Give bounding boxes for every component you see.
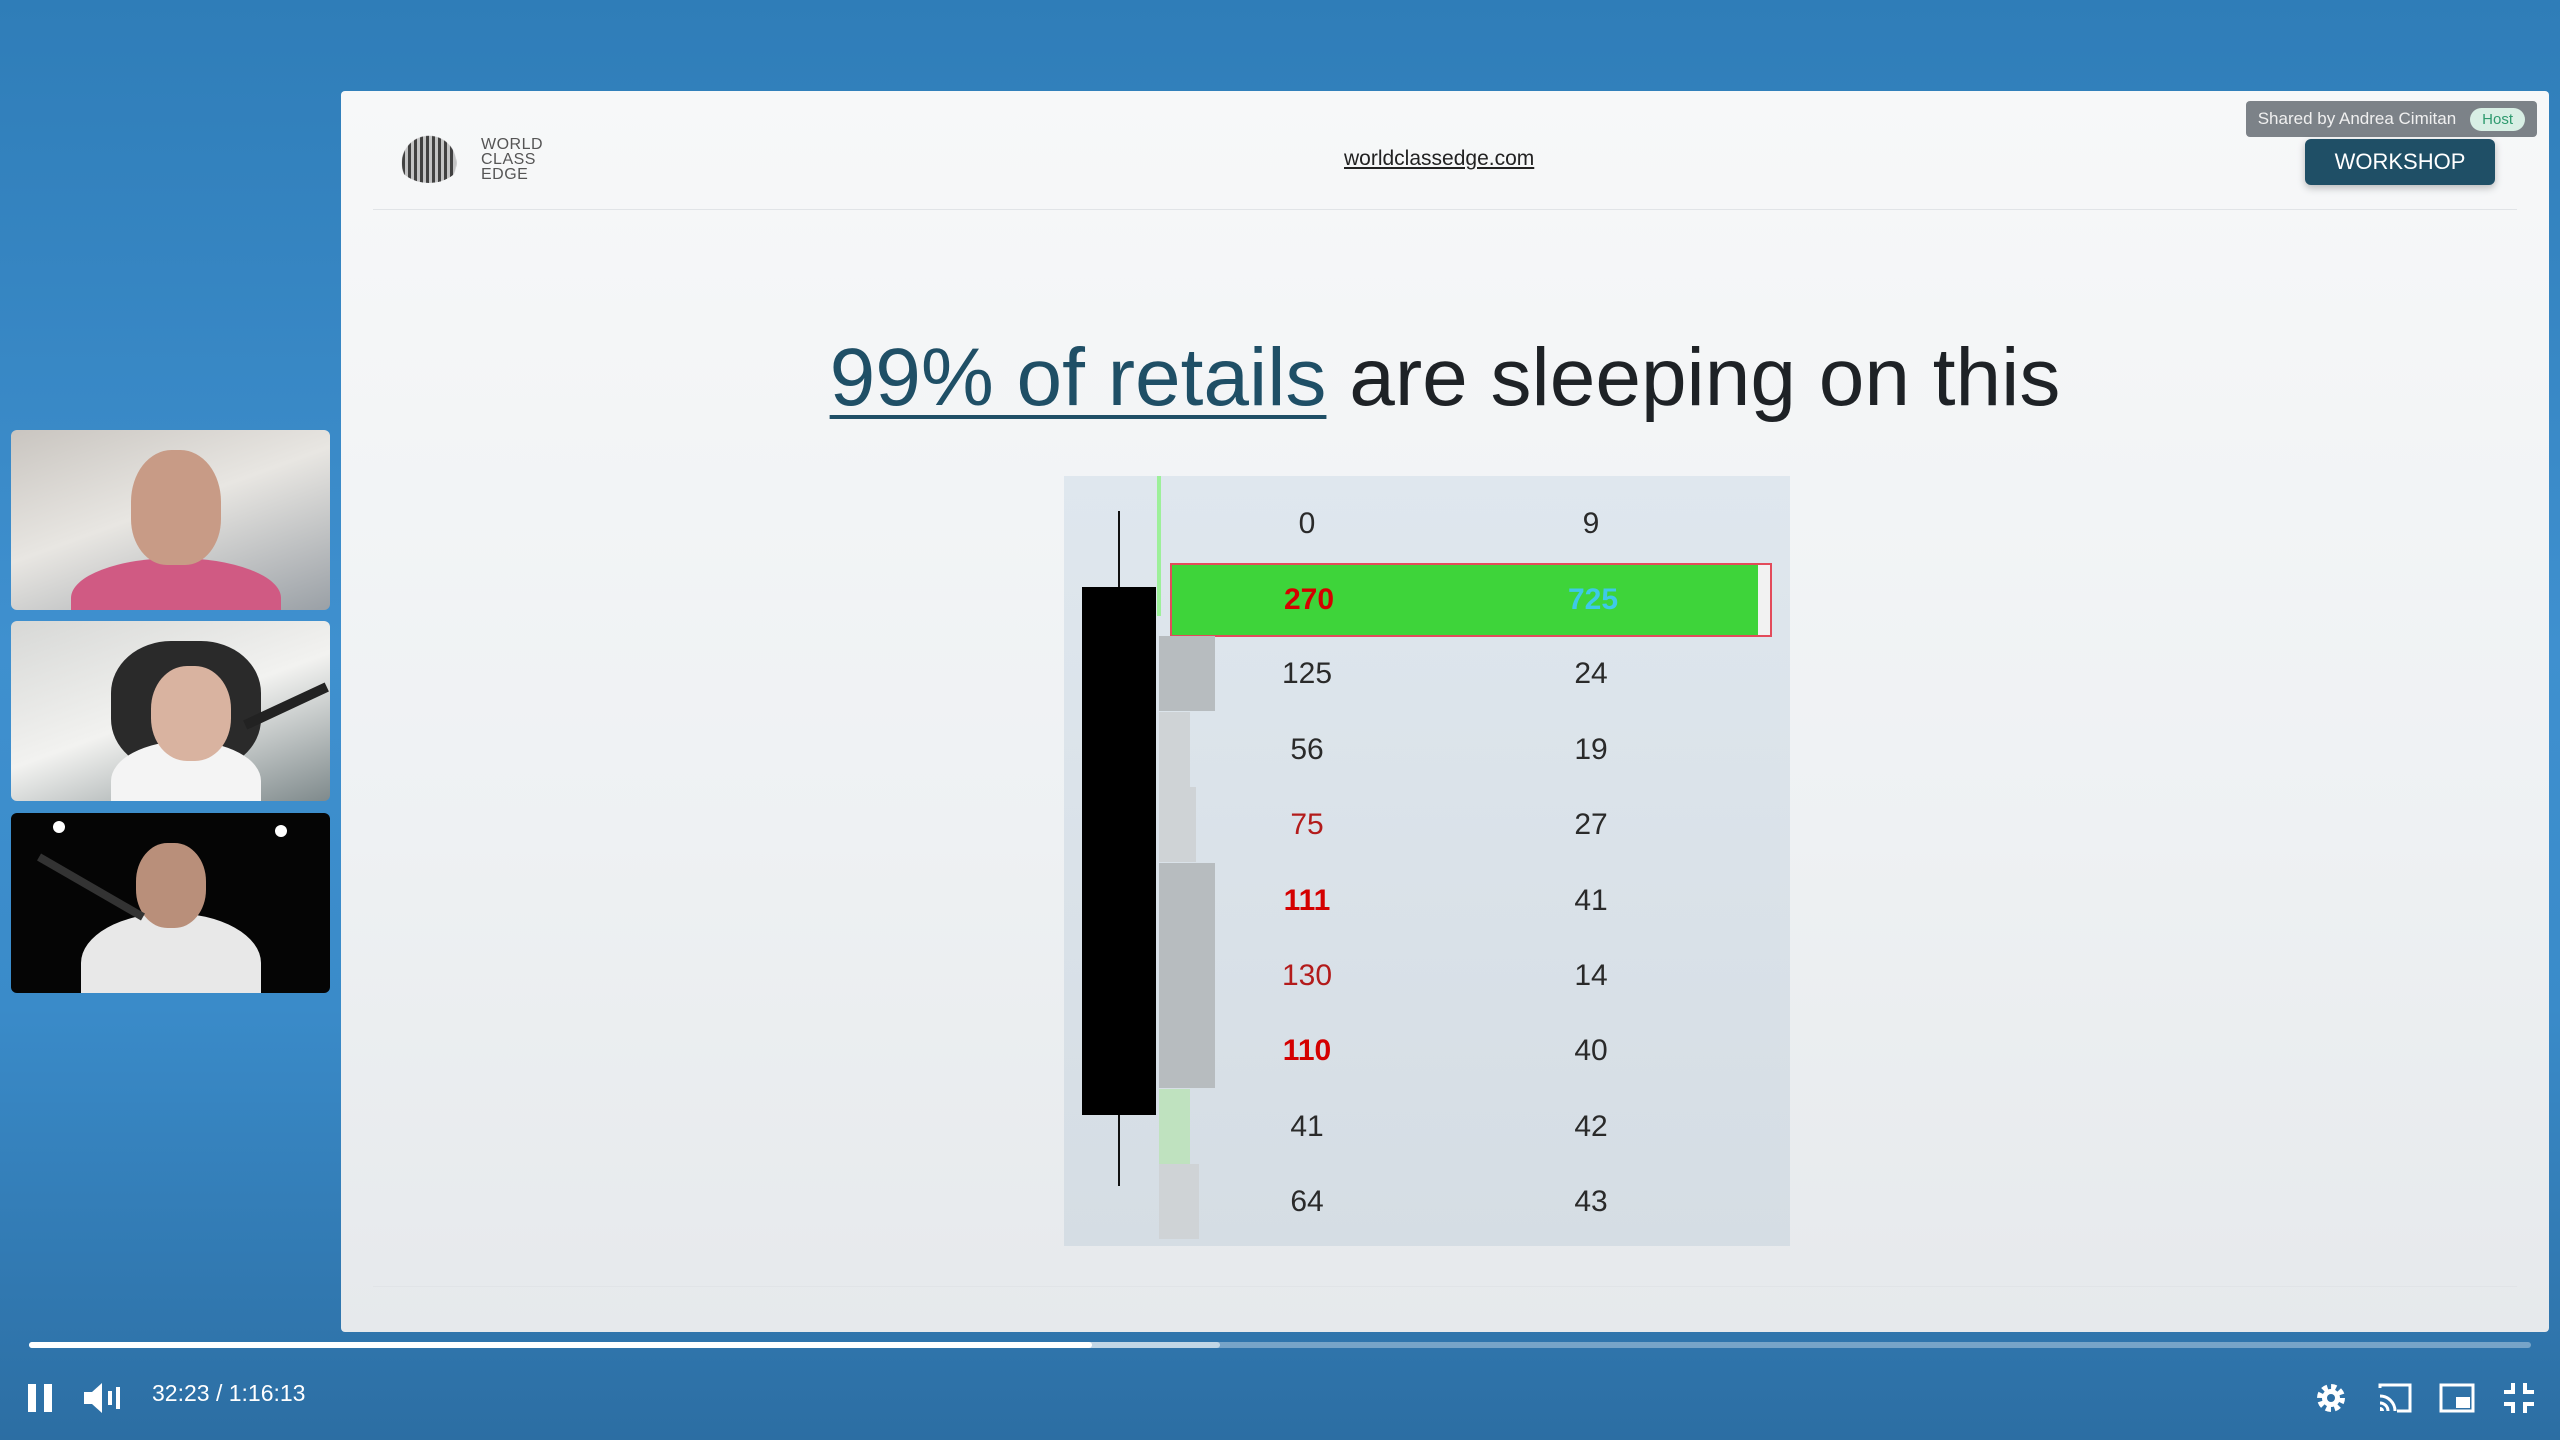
volume-icon — [84, 1383, 120, 1413]
footer-divider — [373, 1286, 2517, 1287]
ask-volume: 43 — [1574, 1185, 1608, 1219]
logo-line: EDGE — [481, 166, 529, 183]
microphone-arm — [37, 853, 145, 921]
ask-volume: 14 — [1574, 959, 1608, 992]
participant-head — [136, 843, 206, 928]
studio-light — [275, 825, 287, 837]
ask-volume: 40 — [1574, 1034, 1608, 1068]
current-time: 32:23 — [152, 1380, 210, 1406]
logo-line: CLASS — [481, 151, 536, 168]
current-bar-marker — [1157, 476, 1161, 616]
bid-volume: 111 — [1283, 883, 1331, 917]
volume-bar — [1159, 636, 1215, 712]
volume-button[interactable] — [80, 1370, 128, 1426]
ask-volume: 42 — [1574, 1109, 1608, 1143]
participant-head — [151, 666, 231, 761]
participant-body — [71, 558, 281, 610]
duration: 1:16:13 — [228, 1380, 306, 1406]
logo-line: WORLD — [481, 136, 544, 153]
pause-icon — [28, 1384, 52, 1412]
footprint-row: 41 42 — [1159, 1088, 1779, 1164]
bid-volume: 125 — [1281, 657, 1333, 691]
participant-head — [131, 450, 221, 565]
volume-bar — [1159, 1013, 1215, 1089]
footprint-row: 75 27 — [1159, 787, 1779, 863]
miniplayer-icon — [2439, 1383, 2475, 1413]
highlight-edge — [1758, 565, 1770, 635]
bid-volume: 56 — [1290, 732, 1324, 766]
workshop-button[interactable]: WORKSHOP — [2305, 139, 2495, 185]
bid-volume: 75 — [1290, 808, 1324, 842]
headline-rest: are sleeping on this — [1326, 332, 2061, 423]
footprint-header-cell: 0 — [1298, 507, 1316, 540]
ask-volume: 41 — [1574, 883, 1608, 917]
bid-volume: 41 — [1290, 1109, 1324, 1143]
volume-bar — [1159, 862, 1215, 938]
cast-icon — [2378, 1383, 2412, 1413]
progress-played — [29, 1342, 1093, 1348]
time-separator: / — [215, 1380, 223, 1406]
settings-button[interactable] — [2306, 1370, 2356, 1426]
time-display: 32:23 / 1:16:13 — [152, 1380, 305, 1407]
volume-bar — [1159, 711, 1190, 787]
slide-headline: 99% of retails are sleeping on this — [341, 331, 2549, 425]
pause-button[interactable] — [18, 1370, 62, 1426]
host-badge: Host — [2470, 107, 2525, 131]
volume-bar — [1159, 787, 1196, 863]
bid-volume: 270 — [1283, 583, 1335, 616]
footprint-row: 64 43 — [1159, 1164, 1779, 1240]
volume-bar — [1159, 1088, 1190, 1164]
ask-volume: 725 — [1567, 583, 1619, 616]
footprint-row-highlighted: 270 725 — [1170, 563, 1772, 637]
shared-screen-slide: WORLD CLASS EDGE worldclassedge.com Shar… — [341, 91, 2549, 1332]
participant-video-3[interactable] — [11, 813, 330, 993]
participant-video-1[interactable] — [11, 430, 330, 610]
footprint-row: 125 24 — [1159, 636, 1779, 712]
bid-volume: 64 — [1290, 1185, 1324, 1219]
footprint-row: 130 14 — [1159, 938, 1779, 1013]
studio-light — [53, 821, 65, 833]
progress-bar[interactable] — [29, 1342, 2531, 1348]
headline-highlight: 99% of retails — [829, 332, 1327, 423]
ask-volume: 24 — [1574, 657, 1608, 691]
cast-button[interactable] — [2370, 1370, 2420, 1426]
player-controls — [0, 1370, 2560, 1426]
bid-volume: 130 — [1281, 959, 1333, 992]
footprint-row: 111 41 — [1159, 862, 1779, 938]
logo-text: WORLD CLASS EDGE — [481, 136, 561, 183]
footprint-row: 56 19 — [1159, 711, 1779, 787]
bid-volume: 110 — [1282, 1034, 1332, 1068]
shared-by-label: Shared by Andrea Cimitan — [2257, 109, 2457, 128]
exit-fullscreen-icon — [2504, 1383, 2534, 1413]
candle-body — [1082, 587, 1156, 1115]
world-class-edge-logo-icon — [396, 133, 462, 183]
footprint-header-cell: 9 — [1582, 507, 1600, 540]
footprint-row: 110 40 — [1159, 1013, 1779, 1089]
exit-fullscreen-button[interactable] — [2494, 1370, 2544, 1426]
miniplayer-button[interactable] — [2432, 1370, 2482, 1426]
header-divider — [373, 209, 2517, 210]
volume-bar — [1159, 938, 1215, 1013]
ask-volume: 27 — [1574, 808, 1608, 842]
gear-icon — [2317, 1384, 2345, 1412]
ask-volume: 19 — [1574, 732, 1608, 766]
screen-share-indicator: Shared by Andrea Cimitan Host — [2245, 101, 2537, 137]
volume-bar — [1159, 1164, 1199, 1240]
participant-video-2[interactable] — [11, 621, 330, 801]
site-link[interactable]: worldclassedge.com — [1344, 147, 1535, 170]
